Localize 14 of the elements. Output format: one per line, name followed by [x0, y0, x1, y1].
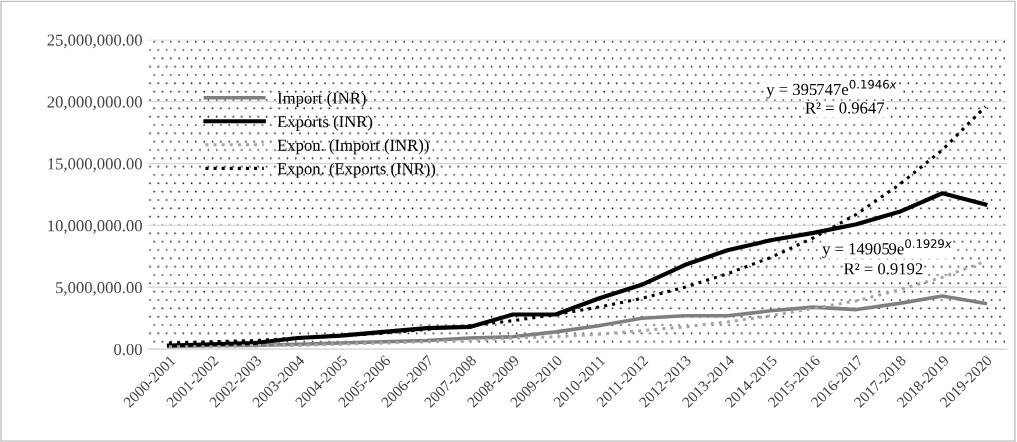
annotation: y = 149059e$^{0.1929x}$ [822, 239, 952, 258]
y-tick-label: 15,000,000.00 [48, 158, 142, 172]
y-tick-label: 25,000,000.00 [47, 34, 142, 49]
annotation: R² = 0.9192 [844, 263, 923, 275]
y-tick-label: 5,000,000.00 [56, 282, 142, 296]
legend-label: Expon. (Import (INR)) [277, 139, 429, 155]
legend-label: Exports (INR) [277, 115, 373, 131]
annotation: y = 395747e$^{0.1946x}$ [766, 79, 897, 99]
y-tick-label: 0.00 [114, 343, 142, 356]
annotation: R² = 0.9647 [805, 102, 885, 114]
y-tick-label: 20,000,000.00 [47, 96, 142, 111]
y-tick-label: 10,000,000.00 [48, 220, 142, 234]
legend-label: Expon. (Exports (INR)) [277, 162, 436, 178]
legend-label: Import (INR) [277, 92, 366, 108]
